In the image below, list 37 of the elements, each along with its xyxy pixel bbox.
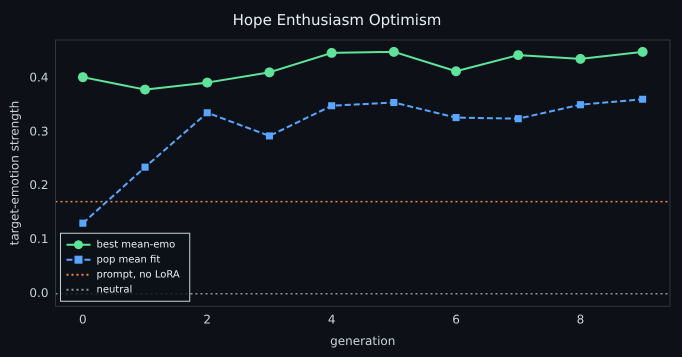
point — [513, 50, 524, 60]
y-tick-label: 0.1 — [29, 232, 48, 246]
point — [266, 132, 273, 140]
point — [638, 46, 648, 57]
point — [142, 164, 149, 171]
point — [575, 54, 586, 64]
x-tick-label: 8 — [576, 312, 584, 327]
x-axis-title: generation — [330, 334, 396, 348]
x-tick-label: 2 — [203, 312, 212, 327]
y-tick-label: 0.3 — [29, 124, 48, 138]
x-tick-label: 0 — [79, 312, 87, 327]
point — [451, 66, 462, 76]
y-tick-label: 0.0 — [29, 286, 48, 300]
point — [328, 102, 336, 110]
point — [388, 46, 399, 57]
y-tick-label: 0.4 — [29, 70, 48, 84]
point — [326, 48, 337, 58]
y-tick-label: 0.2 — [29, 178, 48, 192]
point — [79, 220, 86, 227]
point — [202, 78, 212, 88]
point — [514, 115, 522, 122]
ref-line-label: neutral — [96, 284, 132, 296]
x-tick-label: 6 — [452, 312, 460, 327]
point — [264, 67, 274, 78]
point — [204, 109, 211, 116]
legend-label: prompt, no LoRA — [96, 269, 180, 280]
point — [576, 101, 584, 108]
point — [390, 98, 398, 106]
legend-label: pop mean fit — [96, 254, 160, 266]
x-tick-label: 4 — [328, 312, 336, 327]
chart-title: Hope Enthusiasm Optimism — [232, 10, 442, 29]
legend-label: best mean-emo — [96, 239, 176, 250]
point — [452, 114, 460, 122]
point — [78, 72, 88, 82]
point — [140, 84, 150, 95]
point — [639, 96, 646, 103]
y-axis-title: target-emotion strength — [7, 100, 22, 246]
